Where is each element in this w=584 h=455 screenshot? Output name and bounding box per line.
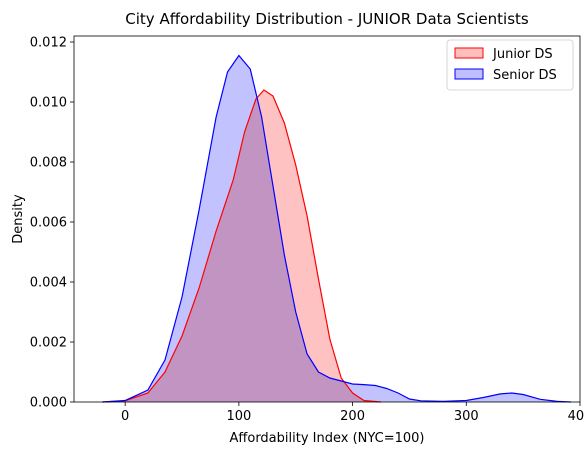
chart-title: City Affordability Distribution - JUNIOR… (125, 10, 529, 28)
x-tick-label: 100 (226, 409, 251, 424)
x-tick-label: 400 (568, 409, 584, 424)
x-tick-label: 0 (121, 409, 129, 424)
series-area-1 (102, 56, 570, 403)
y-tick-label: 0.000 (30, 396, 67, 411)
y-axis-label: Density (11, 194, 26, 244)
legend-label-1: Senior DS (493, 68, 557, 83)
y-tick-label: 0.012 (30, 36, 67, 51)
y-tick-label: 0.002 (30, 336, 67, 351)
x-tick-label: 200 (340, 409, 365, 424)
x-tick-label: 300 (454, 409, 479, 424)
legend: Junior DS Senior DS (447, 40, 573, 90)
x-axis-label: Affordability Index (NYC=100) (230, 431, 425, 446)
y-tick-label: 0.010 (30, 96, 67, 111)
y-tick-label: 0.006 (30, 216, 67, 231)
plot-area: 0 100 200 300 400 0.000 0.002 0.004 0.006 0.008 0.… (30, 36, 584, 425)
legend-swatch-0 (455, 48, 483, 58)
y-tick-label: 0.008 (30, 156, 67, 171)
y-tick-label: 0.004 (30, 276, 67, 291)
legend-label-0: Junior DS (492, 47, 553, 62)
legend-swatch-1 (455, 69, 483, 79)
